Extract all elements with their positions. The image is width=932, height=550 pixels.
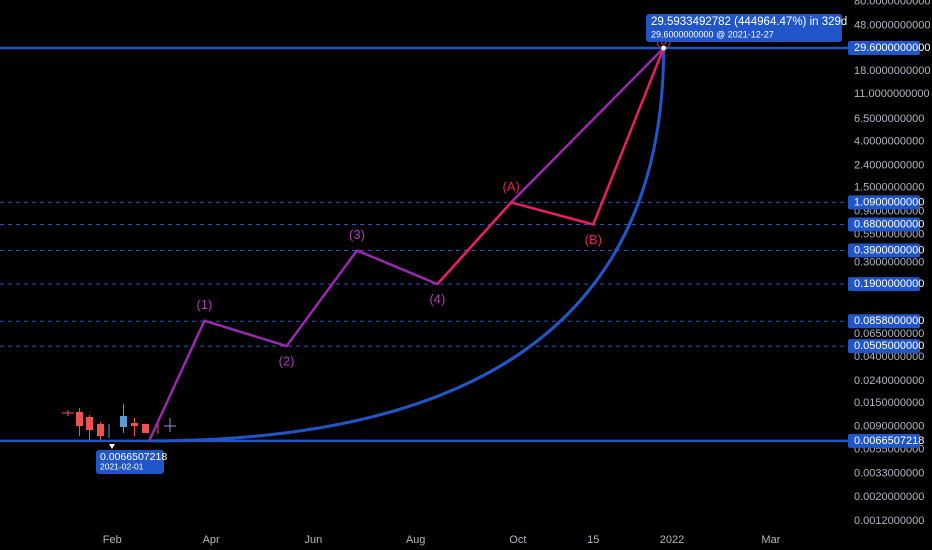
y-tick-label: 1.5000000000 [854,181,924,193]
x-tick-label: 2022 [660,534,684,546]
measure-box [646,14,842,42]
start-date: 2021-02-01 [100,461,144,471]
y-tick-label: 0.0033000000 [854,468,924,480]
level-label-box [848,217,920,232]
y-tick-label: 80.0000000000 [854,0,930,7]
candle [142,424,149,433]
correction-wave [436,47,665,285]
level-label-box [848,314,920,329]
level-label-box [848,195,920,210]
y-tick-label: 0.0012000000 [854,515,924,527]
start-marker [109,444,115,449]
x-tick-label: Feb [103,534,122,546]
level-label-box [848,277,920,292]
level-label-box [848,433,920,448]
level-label: 0.3900000000 [854,244,924,256]
y-tick-label: 0.3000000000 [854,257,924,269]
y-tick-label: 18.0000000000 [854,65,930,77]
y-tick-label: 0.0090000000 [854,421,924,433]
x-tick-label: Oct [509,534,526,546]
y-tick-label: 0.0020000000 [854,491,924,503]
y-tick-label: 2.4000000000 [854,159,924,171]
level-label: 0.0858000000 [854,315,924,327]
wave-label: (A) [502,179,519,194]
y-tick-label: 11.0000000000 [854,88,930,100]
level-label-box [848,40,920,55]
level-label: 0.0505000000 [854,340,924,352]
measure-curve [149,47,666,443]
measure-line1: 29.5933492782 (444964.47%) in 329d [651,16,847,28]
wave-label: (2) [279,354,295,369]
y-tick-label: 0.0650000000 [854,328,924,340]
start-box [96,450,164,474]
y-tick-label: 0.0400000000 [854,351,924,363]
end-marker [661,45,667,51]
y-tick-label: 0.0150000000 [854,397,924,409]
x-tick-label: Apr [203,534,220,546]
wave-label: (B) [585,232,602,247]
level-label: 0.1900000000 [854,278,924,290]
level-label-box [848,243,920,258]
y-tick-label: 4.0000000000 [854,136,924,148]
x-tick-label: 15 [587,534,599,546]
y-tick-label: 6.5000000000 [854,113,924,125]
y-tick-label: 48.0000000000 [854,19,930,31]
level-label: 29.6000000000 [854,42,930,54]
start-price: 0.0066507218 [100,451,167,463]
level-label: 1.0900000000 [854,196,924,208]
level-label-box [848,339,920,354]
level-label: 0.0066507218 [854,435,924,447]
x-tick-label: Mar [761,534,780,546]
wave-label: (3) [349,227,365,242]
x-tick-label: Aug [406,534,426,546]
y-tick-label: 0.0240000000 [854,375,924,387]
wave-label: (4) [429,292,445,307]
measure-line2: 29.6000000000 @ 2021-12-27 [651,29,774,39]
level-label: 0.6800000000 [854,218,924,230]
wave-label: (1) [197,297,213,312]
x-tick-label: Jun [305,534,323,546]
